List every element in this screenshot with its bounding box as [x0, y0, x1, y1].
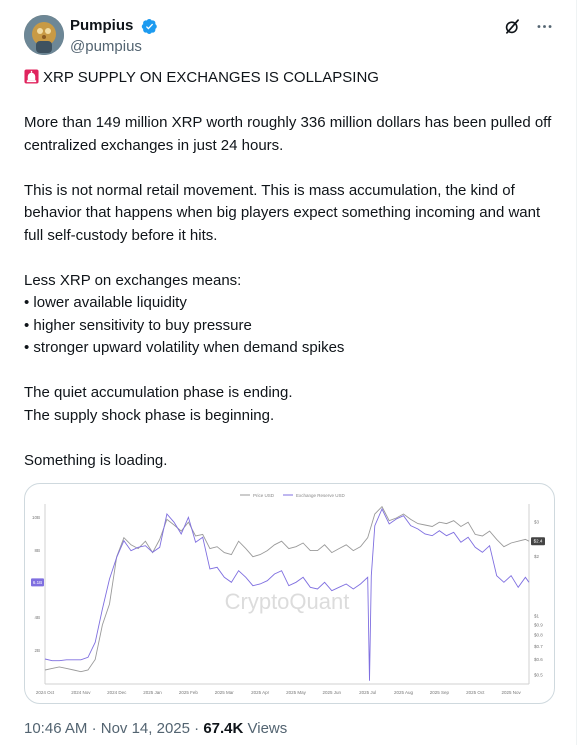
- closing-line-2: The supply shock phase is beginning.: [24, 406, 275, 424]
- author-display-name[interactable]: Pumpius: [70, 17, 134, 34]
- author-handle[interactable]: @pumpius: [70, 38, 142, 55]
- bullet-item: • higher sensitivity to buy pressure: [24, 316, 252, 334]
- right-current-value-label: $2.4: [534, 539, 543, 544]
- legend-label-price: Price USD: [253, 493, 275, 498]
- tweet-text: XRP SUPPLY ON EXCHANGES IS COLLAPSING Mo…: [24, 67, 554, 472]
- meta-separator: ·: [194, 720, 200, 737]
- y-right-tick-label: $0.9: [534, 622, 543, 627]
- y-left-tick-label: 8B: [34, 548, 40, 553]
- author-block: Pumpius @pumpius: [70, 16, 158, 57]
- siren-icon: [24, 69, 39, 84]
- x-tick-label: 2025 Sep: [430, 690, 450, 695]
- x-tick-label: 2024 Dec: [107, 690, 127, 695]
- headline-line: XRP SUPPLY ON EXCHANGES IS COLLAPSING: [24, 67, 554, 90]
- left-current-value-badge: [31, 578, 44, 587]
- x-tick-label: 2025 Jan: [143, 690, 162, 695]
- y-right-tick-label: $0.7: [534, 644, 543, 649]
- x-tick-label: 2025 May: [286, 690, 307, 695]
- x-tick-label: 2025 Aug: [394, 690, 414, 695]
- verified-badge-icon: [141, 18, 158, 35]
- headline-text: XRP SUPPLY ON EXCHANGES IS COLLAPSING: [43, 69, 379, 86]
- closing-line-1: The quiet accumulation phase is ending.: [24, 384, 293, 401]
- x-tick-label: 2025 Nov: [501, 690, 521, 695]
- avatar-image: [24, 15, 64, 55]
- bullet-item: • stronger upward volatility when demand…: [24, 339, 345, 356]
- watermark-text: CryptoQuant: [225, 589, 350, 614]
- x-tick-label: 2024 Nov: [71, 690, 91, 695]
- top-actions: [502, 16, 554, 36]
- y-left-tick-label: 2B: [34, 648, 40, 653]
- paragraph-1: More than 149 million XRP worth roughly …: [24, 114, 552, 154]
- series-line-exchange-reserve: [44, 507, 530, 681]
- meta-separator: ·: [91, 720, 97, 737]
- x-tick-label: 2024 Oct: [36, 690, 55, 695]
- more-icon[interactable]: [534, 16, 554, 36]
- post-time[interactable]: 10:46 AM: [24, 720, 88, 737]
- bullet-item: • lower available liquidity: [24, 294, 187, 311]
- tweet-meta: 10:46 AM · Nov 14, 2025 · 67.4K Views: [24, 719, 287, 739]
- avatar[interactable]: [24, 15, 64, 55]
- x-tick-label: 2025 Jul: [359, 690, 376, 695]
- y-right-tick-label: $0.8: [534, 632, 543, 637]
- x-tick-label: 2025 Jun: [323, 690, 342, 695]
- views-count: 67.4K: [203, 720, 244, 737]
- left-current-value-label: 6.1B: [33, 580, 42, 585]
- y-left-tick-label: 4B: [34, 615, 40, 620]
- closing-line-3: Something is loading.: [24, 451, 168, 469]
- y-right-tick-label: $0.6: [534, 657, 543, 662]
- y-right-tick-label: $3: [534, 520, 540, 525]
- y-right-tick-label: $1: [534, 613, 540, 618]
- x-tick-label: 2025 Feb: [179, 690, 199, 695]
- post-date[interactable]: Nov 14, 2025: [100, 720, 190, 737]
- grok-icon[interactable]: [502, 16, 522, 36]
- x-tick-label: 2025 Mar: [215, 690, 235, 695]
- y-left-tick-label: 10B: [32, 515, 40, 520]
- chart-image[interactable]: CryptoQuant Price USD Exchange Reserve USD…: [24, 483, 555, 704]
- exchange-reserve-chart: CryptoQuant Price USD Exchange Reserve USD…: [31, 493, 545, 695]
- y-right-tick-label: $0.5: [534, 673, 543, 678]
- views-label: Views: [247, 720, 288, 737]
- list-intro: Less XRP on exchanges means:: [24, 271, 242, 289]
- x-tick-label: 2025 Oct: [466, 690, 485, 695]
- paragraph-2: This is not normal retail movement. This…: [24, 181, 541, 244]
- series-line-price-usd: [44, 505, 530, 673]
- x-tick-label: 2025 Apr: [251, 690, 270, 695]
- right-current-value-badge: [531, 537, 545, 546]
- y-right-tick-label: $2: [534, 554, 540, 559]
- legend-label-reserve: Exchange Reserve USD: [296, 493, 346, 498]
